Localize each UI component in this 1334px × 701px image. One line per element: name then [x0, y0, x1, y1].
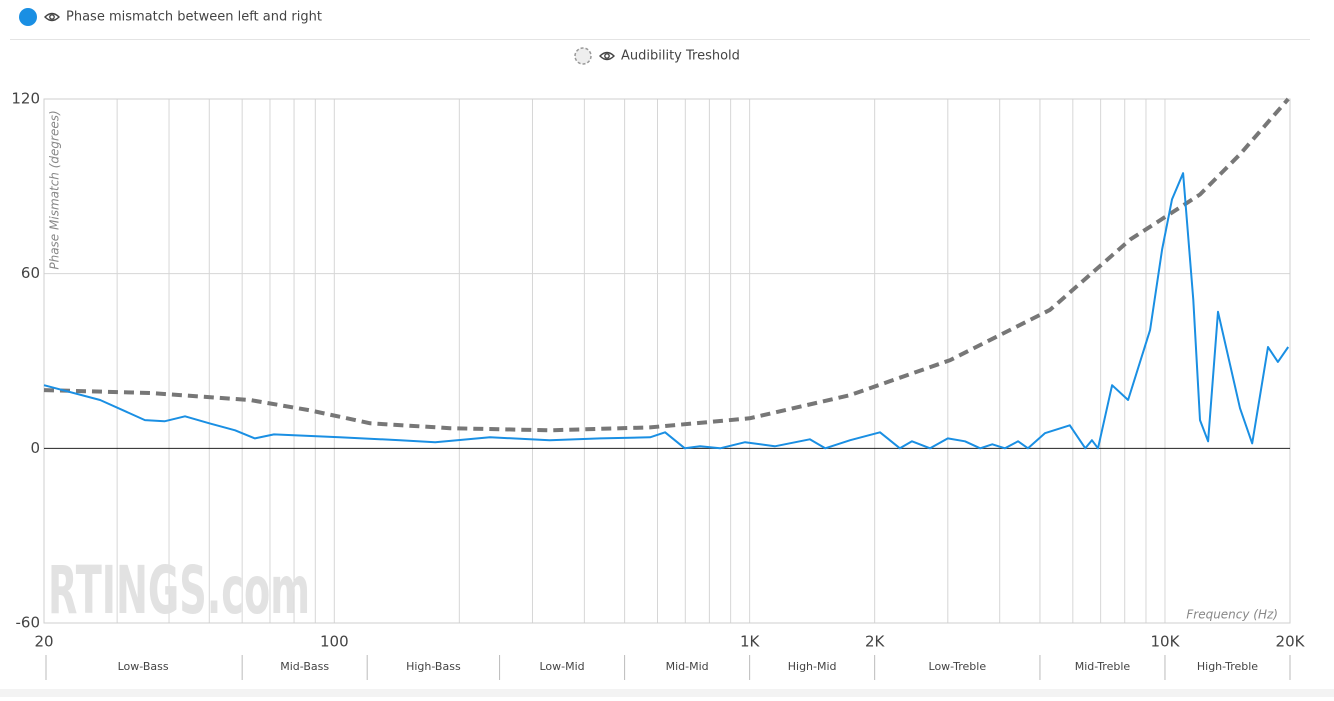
band-label: Low-Mid — [540, 660, 585, 673]
x-tick-label: 20 — [34, 633, 53, 651]
legend-label[interactable]: Audibility Treshold — [621, 49, 740, 64]
band-label: Mid-Bass — [280, 660, 329, 673]
footer-strip — [0, 689, 1334, 697]
y-tick-label: 0 — [30, 439, 40, 457]
band-label: High-Bass — [406, 660, 461, 673]
legend-swatch[interactable] — [574, 47, 592, 65]
band-label: Mid-Treble — [1075, 660, 1131, 673]
band-label: High-Mid — [788, 660, 837, 673]
y-tick-label: -60 — [16, 614, 41, 632]
x-axis-label: Frequency (Hz) — [1186, 608, 1278, 622]
watermark: RTINGS.com — [48, 552, 310, 629]
band-label: Mid-Mid — [666, 660, 709, 673]
series-line — [43, 172, 1290, 450]
plot-frame — [43, 98, 1291, 624]
eye-icon[interactable] — [44, 12, 60, 22]
band-label: High-Treble — [1197, 660, 1258, 673]
series-line — [43, 97, 1290, 433]
x-tick-label: 100 — [320, 633, 349, 651]
x-tick-label: 2K — [865, 633, 886, 651]
band-label: Low-Bass — [118, 660, 169, 673]
legend-swatch[interactable] — [19, 8, 37, 26]
y-tick-label: 120 — [11, 90, 40, 108]
x-tick-label: 20K — [1276, 633, 1306, 651]
y-axis-label: Phase Mismatch (degrees) — [48, 110, 62, 269]
legend: Phase mismatch between left and right Au… — [19, 8, 740, 65]
eye-icon[interactable] — [599, 51, 615, 61]
legend-label[interactable]: Phase mismatch between left and right — [66, 10, 322, 25]
y-tick-label: 60 — [21, 264, 40, 282]
x-tick-label: 1K — [740, 633, 761, 651]
band-label: Low-Treble — [929, 660, 987, 673]
x-tick-label: 10K — [1151, 633, 1181, 651]
